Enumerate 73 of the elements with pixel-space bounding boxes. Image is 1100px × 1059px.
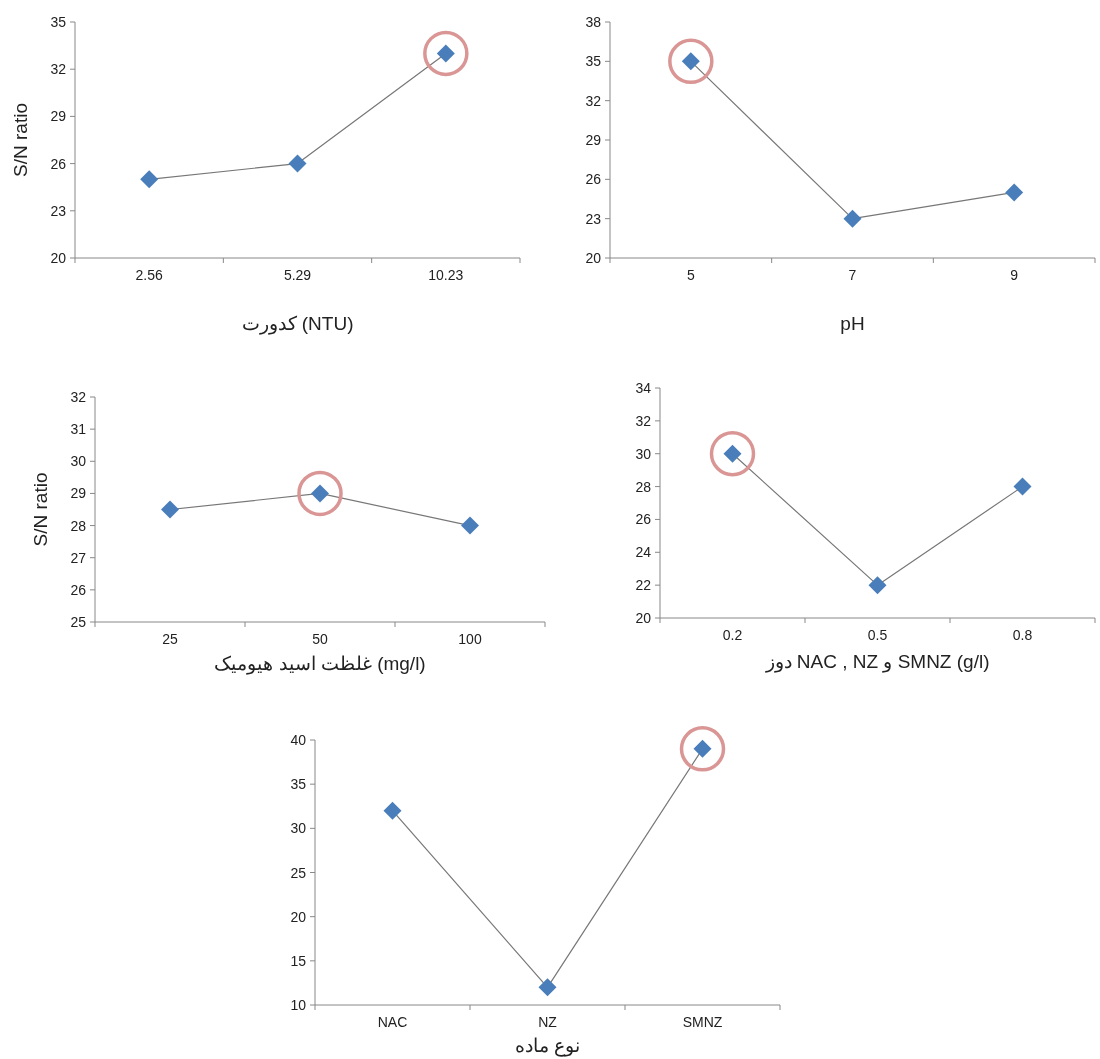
point bbox=[423, 30, 469, 77]
x-axis-title: دوز NAC , NZ و SMNZ (g/l) bbox=[764, 651, 990, 673]
y-tick-label: 24 bbox=[635, 544, 652, 561]
point bbox=[1013, 477, 1032, 496]
y-axis-title: S/N ratio bbox=[30, 472, 51, 547]
x-tick-label: 5.29 bbox=[283, 267, 312, 283]
y-tick-label: 38 bbox=[585, 14, 602, 30]
y-tick-label: 25 bbox=[70, 614, 87, 630]
point bbox=[868, 576, 887, 595]
x-tick-label: 5 bbox=[686, 267, 695, 283]
y-tick-label: 34 bbox=[635, 380, 652, 396]
point bbox=[668, 38, 714, 85]
y-tick-label: 32 bbox=[635, 412, 652, 429]
y-tick-label: 26 bbox=[50, 155, 67, 172]
point bbox=[538, 978, 557, 997]
point bbox=[161, 500, 179, 519]
x-tick-label: NAC bbox=[377, 1014, 408, 1030]
y-tick-label: 23 bbox=[585, 210, 602, 227]
point bbox=[297, 470, 343, 517]
y-tick-label: 32 bbox=[70, 389, 87, 405]
point bbox=[679, 726, 726, 772]
x-tick-label: 2.56 bbox=[135, 267, 163, 283]
x-tick-label: 50 bbox=[312, 631, 328, 647]
y-tick-label: 32 bbox=[585, 92, 602, 109]
y-tick-label: 31 bbox=[70, 421, 87, 438]
y-tick-label: 30 bbox=[70, 453, 87, 470]
x-axis-title: pH bbox=[840, 313, 865, 334]
y-tick-label: 26 bbox=[585, 171, 602, 188]
y-tick-label: 29 bbox=[585, 132, 602, 148]
y-tick-label: 20 bbox=[290, 908, 307, 925]
y-tick-label: 25 bbox=[290, 864, 307, 881]
y-tick-label: 29 bbox=[70, 485, 87, 502]
x-tick-label: 7 bbox=[848, 267, 857, 283]
point bbox=[709, 430, 756, 477]
x-tick-label: 0.8 bbox=[1012, 627, 1033, 643]
y-tick-label: 32 bbox=[50, 61, 67, 78]
x-tick-label: 25 bbox=[162, 631, 178, 647]
y-tick-label: 28 bbox=[635, 478, 652, 495]
x-tick-label: 9 bbox=[1010, 267, 1019, 283]
point bbox=[461, 516, 479, 535]
point bbox=[843, 209, 862, 228]
y-tick-label: 20 bbox=[585, 250, 602, 266]
y-tick-label: 28 bbox=[70, 517, 87, 534]
y-tick-label: 10 bbox=[290, 997, 307, 1013]
y-tick-label: 26 bbox=[70, 581, 87, 598]
x-axis-title: نوع ماده bbox=[514, 1035, 581, 1057]
x-axis-title: کدورت (NTU) bbox=[241, 313, 354, 335]
y-tick-label: 29 bbox=[50, 108, 67, 125]
x-tick-label: SMNZ bbox=[682, 1014, 723, 1030]
point bbox=[140, 170, 159, 189]
x-axis-title: غلظت اسید هیومیک (mg/l) bbox=[214, 653, 426, 675]
y-tick-label: 35 bbox=[50, 14, 67, 30]
x-tick-label: 100 bbox=[458, 631, 482, 647]
point bbox=[1005, 183, 1024, 202]
x-tick-label: 0.5 bbox=[867, 627, 888, 643]
y-tick-label: 20 bbox=[635, 610, 652, 626]
y-tick-label: 15 bbox=[290, 952, 307, 969]
y-axis-title: S/N ratio bbox=[10, 103, 31, 177]
y-tick-label: 27 bbox=[70, 549, 87, 566]
y-tick-label: 40 bbox=[290, 732, 307, 748]
y-tick-label: 23 bbox=[50, 202, 67, 219]
y-tick-label: 35 bbox=[585, 53, 602, 70]
x-tick-label: 10.23 bbox=[428, 267, 464, 283]
y-tick-label: 26 bbox=[635, 511, 652, 528]
y-tick-label: 22 bbox=[635, 577, 652, 594]
point bbox=[383, 801, 402, 820]
y-tick-label: 35 bbox=[290, 776, 307, 793]
x-tick-label: NZ bbox=[538, 1014, 558, 1030]
x-tick-label: 0.2 bbox=[722, 627, 743, 643]
y-tick-label: 30 bbox=[635, 445, 652, 462]
y-tick-label: 30 bbox=[290, 820, 307, 837]
point bbox=[288, 154, 307, 173]
y-tick-label: 20 bbox=[50, 250, 67, 266]
